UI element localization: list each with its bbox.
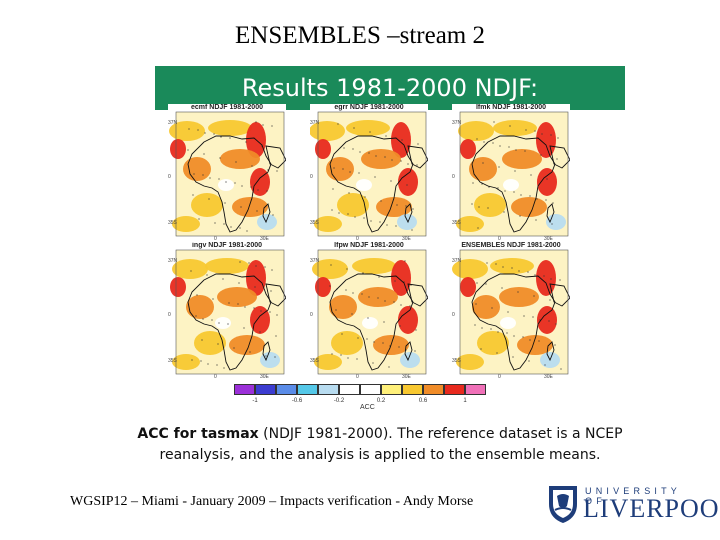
caption-bold: ACC for tasmax bbox=[137, 426, 259, 442]
colorbar-tick: 0.6 bbox=[418, 398, 428, 404]
colorbar-tick: 1 bbox=[463, 398, 467, 404]
colorbar-cell bbox=[444, 384, 465, 395]
lat-label: 0 bbox=[168, 312, 171, 318]
africa-map bbox=[169, 111, 286, 237]
footer-text: WGSIP12 – Miami - January 2009 – Impacts… bbox=[70, 494, 474, 509]
colorbar-label: ACC bbox=[360, 404, 375, 411]
panel-title: ENSEMBLES NDJF 1981-2000 bbox=[461, 242, 561, 249]
panel-title: lfmk NDJF 1981-2000 bbox=[475, 104, 547, 111]
africa-map bbox=[452, 249, 570, 375]
shield-icon bbox=[549, 486, 577, 523]
lat-label: 37N bbox=[452, 120, 462, 126]
results-banner: Results 1981-2000 NDJF: bbox=[155, 66, 625, 110]
africa-map bbox=[456, 111, 570, 237]
lon-label: 0 bbox=[214, 236, 217, 242]
lat-label: 37N bbox=[452, 258, 462, 264]
slide-title: ENSEMBLES –stream 2 bbox=[235, 22, 485, 49]
lon-label: 30E bbox=[402, 374, 411, 380]
colorbar-cell bbox=[402, 384, 423, 395]
banner-text: Results 1981-2000 NDJF: bbox=[241, 74, 539, 102]
university-logo: UNIVERSITY OF LIVERPOOL bbox=[545, 484, 720, 526]
lat-label: 37N bbox=[168, 258, 178, 264]
lat-label: 35S bbox=[452, 220, 461, 226]
lat-label: 37N bbox=[310, 120, 320, 126]
panel-title: ingv NDJF 1981-2000 bbox=[191, 242, 263, 249]
lon-label: 30E bbox=[260, 236, 269, 242]
lat-label: 35S bbox=[168, 220, 177, 226]
lon-label: 0 bbox=[498, 374, 501, 380]
lat-label: 0 bbox=[168, 174, 171, 180]
lat-label: 0 bbox=[452, 174, 455, 180]
caption: ACC for tasmax (NDJF 1981-2000). The ref… bbox=[120, 424, 640, 466]
africa-map bbox=[312, 249, 428, 375]
map-panel: lfmk NDJF 1981-2000 37N 0 35S 0 30E bbox=[452, 104, 570, 242]
caption-rest: (NDJF 1981-2000). The reference dataset … bbox=[258, 426, 623, 442]
logo-liverpool: LIVERPOOL bbox=[583, 494, 720, 523]
colorbar-tick: -0.2 bbox=[333, 398, 345, 404]
colorbar-tick: 0.2 bbox=[376, 398, 386, 404]
colorbar-cell bbox=[381, 384, 402, 395]
lon-label: 0 bbox=[498, 236, 501, 242]
colorbar-tick: -0.6 bbox=[291, 398, 303, 404]
lat-label: 35S bbox=[168, 358, 177, 364]
colorbar-cell bbox=[318, 384, 339, 395]
lon-label: 30E bbox=[260, 374, 269, 380]
lon-label: 0 bbox=[214, 374, 217, 380]
map-panel: lfpw NDJF 1981-2000 37N 0 35S 0 30E bbox=[310, 242, 428, 380]
lat-label: 0 bbox=[452, 312, 455, 318]
map-panel: egrr NDJF 1981-2000 37N 0 35S 0 30E bbox=[310, 104, 428, 242]
caption-line2: reanalysis, and the analysis is applied … bbox=[159, 447, 601, 463]
map-panel: ingv NDJF 1981-2000 37N 0 35S 0 30E bbox=[168, 242, 286, 380]
colorbar-cell bbox=[360, 384, 381, 395]
logo-university-of: UNIVERSITY OF bbox=[585, 486, 681, 506]
lat-label: 35S bbox=[310, 220, 319, 226]
lon-label: 0 bbox=[356, 236, 359, 242]
colorbar-cell bbox=[276, 384, 297, 395]
lon-label: 30E bbox=[402, 236, 411, 242]
colorbar-tick: -1 bbox=[252, 398, 258, 404]
map-panel: ecmf NDJF 1981-2000 37N 0 35S 0 30E bbox=[168, 104, 286, 242]
lat-label: 35S bbox=[452, 358, 461, 364]
lat-label: 35S bbox=[310, 358, 319, 364]
panel-title: lfpw NDJF 1981-2000 bbox=[334, 242, 404, 249]
lon-label: 0 bbox=[356, 374, 359, 380]
lat-label: 37N bbox=[168, 120, 178, 126]
colorbar-cell bbox=[465, 384, 486, 395]
lat-label: 37N bbox=[310, 258, 320, 264]
panel-title: ecmf NDJF 1981-2000 bbox=[191, 104, 263, 111]
africa-map bbox=[310, 111, 428, 237]
lon-label: 30E bbox=[544, 236, 553, 242]
colorbar-cell bbox=[297, 384, 318, 395]
lat-label: 0 bbox=[310, 174, 313, 180]
map-panel: ENSEMBLES NDJF 1981-2000 37N 0 35S 0 30E bbox=[452, 242, 570, 380]
panel-title: egrr NDJF 1981-2000 bbox=[334, 104, 404, 111]
lon-label: 30E bbox=[544, 374, 553, 380]
colorbar-cell bbox=[423, 384, 444, 395]
lat-label: 0 bbox=[310, 312, 313, 318]
colorbar-cell bbox=[255, 384, 276, 395]
africa-map bbox=[170, 249, 286, 375]
colorbar-cell bbox=[339, 384, 360, 395]
colorbar-cell bbox=[234, 384, 255, 395]
